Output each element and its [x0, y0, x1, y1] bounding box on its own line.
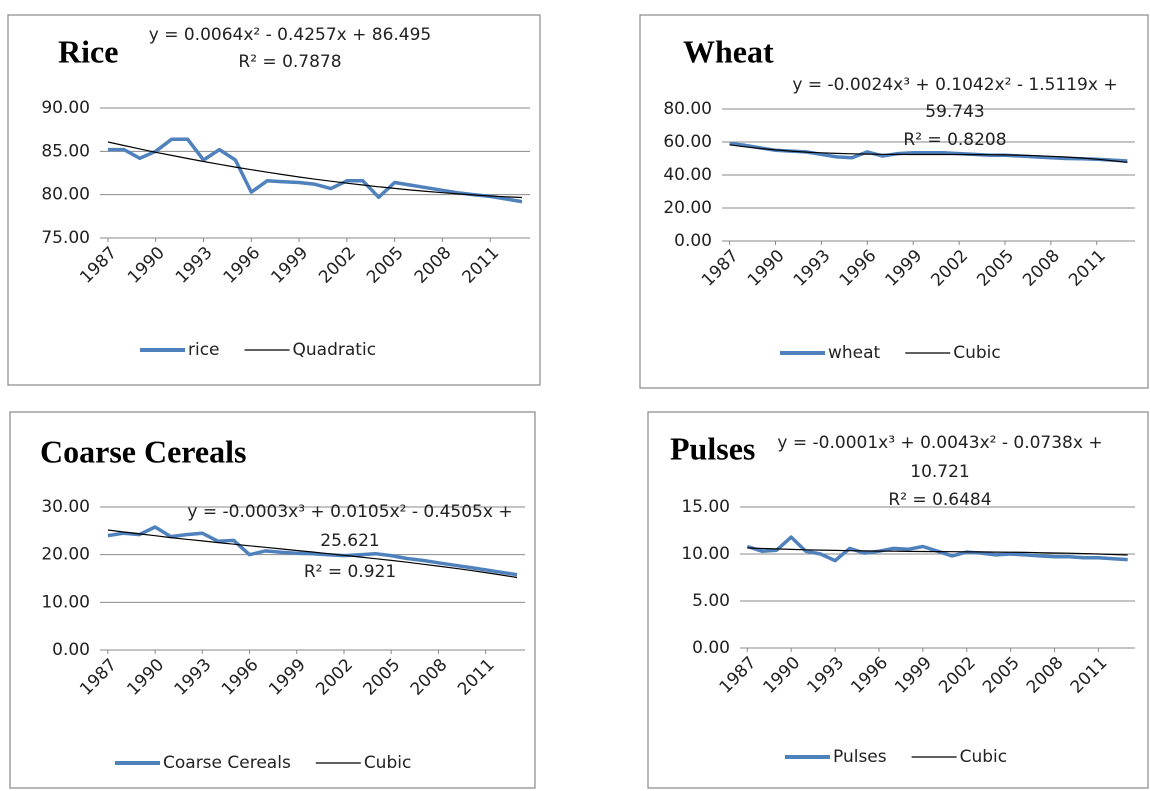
legend-label: Cubic [953, 343, 1001, 363]
chart-title: Rice [58, 33, 118, 69]
trendline-equation: R² = 0.7878 [238, 52, 341, 72]
x-tick-label: 1987 [76, 243, 121, 288]
trendline-equation: y = -0.0024x³ + 0.1042x² - 1.5119x + [792, 75, 1117, 95]
trend-line [107, 141, 523, 199]
x-tick-label: 1993 [790, 246, 835, 291]
trendline-equation: y = -0.0001x³ + 0.0043x² - 0.0738x + [777, 433, 1102, 453]
y-tick-label: 80.00 [41, 185, 90, 205]
panel-border [9, 411, 536, 789]
x-tick-label: 2005 [363, 243, 408, 288]
chart-title: Coarse Cereals [40, 433, 246, 469]
x-tick-label: 1999 [267, 243, 312, 288]
trendline-equation: R² = 0.6484 [888, 490, 991, 510]
trendline-equation: R² = 0.921 [304, 562, 396, 582]
legend-label: Quadratic [293, 340, 377, 360]
x-tick-label: 1990 [124, 243, 169, 288]
panel-border [7, 14, 541, 386]
legend-label: Coarse Cereals [163, 753, 291, 773]
x-tick-label: 2011 [454, 655, 499, 700]
legend-label: Cubic [960, 747, 1008, 767]
x-tick-label: 2008 [1019, 246, 1064, 291]
x-tick-label: 2002 [935, 653, 980, 698]
legend-label: rice [188, 340, 220, 360]
panel-border [639, 14, 1149, 389]
trendline-equation: 59.743 [925, 102, 984, 122]
y-tick-label: 20.00 [41, 545, 90, 565]
y-tick-label: 60.00 [663, 132, 712, 152]
y-tick-label: 5.00 [692, 591, 730, 611]
y-tick-label: 10.00 [41, 592, 90, 612]
data-line [746, 535, 1128, 563]
panel: 75.00 80.00 85.00 90.00 1987 1990 1993 1996 1999… [7, 14, 541, 386]
x-tick-label: 2011 [1067, 653, 1112, 698]
y-tick-label: 0.00 [674, 231, 712, 251]
y-tick-label: 30.00 [41, 497, 90, 517]
chart-title: Pulses [670, 430, 755, 466]
x-tick-label: 1990 [744, 246, 789, 291]
x-tick-label: 1996 [218, 655, 263, 700]
y-tick-label: 15.00 [681, 497, 730, 517]
y-tick-label: 20.00 [663, 198, 712, 218]
data-line [107, 525, 518, 577]
y-tick-label: 10.00 [681, 544, 730, 564]
trend-line [747, 547, 1128, 556]
x-tick-label: 2008 [411, 243, 456, 288]
y-tick-label: 90.00 [41, 98, 90, 118]
y-tick-label: 0.00 [52, 640, 90, 660]
x-tick-label: 1996 [847, 653, 892, 698]
x-tick-label: 1987 [716, 653, 761, 698]
y-tick-label: 85.00 [41, 141, 90, 161]
trendline-equation: y = 0.0064x² - 0.4257x + 86.495 [149, 25, 432, 45]
chart-title: Wheat [683, 33, 774, 69]
trendline-equation: 25.621 [320, 531, 379, 551]
y-tick-label: 40.00 [663, 165, 712, 185]
x-tick-label: 2011 [459, 243, 504, 288]
x-tick-label: 1996 [220, 243, 265, 288]
x-tick-label: 1990 [760, 653, 805, 698]
x-tick-label: 1999 [265, 655, 310, 700]
panel-border [647, 411, 1149, 789]
x-tick-label: 2002 [927, 246, 972, 291]
x-tick-label: 1993 [803, 653, 848, 698]
legend-label: wheat [828, 343, 881, 363]
legend-label: Pulses [833, 747, 887, 767]
trend-line [107, 529, 518, 579]
x-tick-label: 1993 [172, 243, 217, 288]
x-tick-label: 2002 [315, 243, 360, 288]
x-tick-label: 2008 [407, 655, 452, 700]
x-tick-label: 2002 [312, 655, 357, 700]
y-tick-label: 0.00 [692, 638, 730, 658]
trendline-equation: y = -0.0003x³ + 0.0105x² - 0.4505x + [187, 502, 512, 522]
trend-line [729, 144, 1128, 163]
panel: 0.00 20.00 40.00 60.00 80.00 1987 1990 1993 1996… [639, 14, 1149, 389]
trendline-equation: 10.721 [910, 462, 969, 482]
trendline-equation: R² = 0.8208 [903, 130, 1006, 150]
x-tick-label: 2008 [1023, 653, 1068, 698]
y-tick-label: 80.00 [663, 99, 712, 119]
x-tick-label: 2011 [1065, 246, 1110, 291]
x-tick-label: 1999 [891, 653, 936, 698]
legend-label: Cubic [364, 753, 412, 773]
x-tick-label: 1987 [698, 246, 743, 291]
data-line [108, 137, 523, 204]
x-tick-label: 2005 [979, 653, 1024, 698]
x-tick-label: 1990 [123, 655, 168, 700]
x-tick-label: 2005 [360, 655, 405, 700]
x-tick-label: 1993 [171, 655, 216, 700]
x-tick-label: 1987 [76, 655, 121, 700]
x-tick-label: 2005 [973, 246, 1018, 291]
y-tick-label: 75.00 [41, 228, 90, 248]
x-tick-label: 1999 [882, 246, 927, 291]
x-tick-label: 1996 [836, 246, 881, 291]
